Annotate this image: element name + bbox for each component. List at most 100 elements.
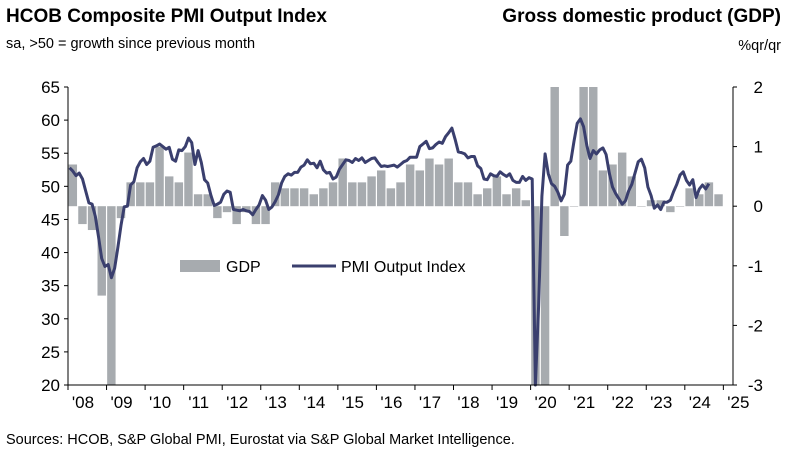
gdp-bar [646,200,656,207]
y-right-tick-label: -1 [748,257,763,276]
gdp-bar [280,188,290,207]
y-left-tick-label: 65 [41,78,60,97]
gdp-bar [203,194,212,207]
x-tick-label: '10 [149,393,171,412]
gdp-bar [675,206,685,207]
gdp-bar [425,158,434,207]
gdp-bar [328,182,338,207]
y-right-tick-label: -2 [748,316,763,335]
legend-pmi-label: PMI Output Index [341,259,466,276]
x-tick-label: '11 [188,393,209,412]
gdp-bars [68,87,723,385]
gdp-bar [589,87,598,207]
gdp-bar [309,194,318,207]
x-tick-label: '22 [612,393,634,412]
y-left-tick-label: 35 [41,277,60,296]
gdp-bar [299,188,309,207]
y-left-tick-label: 40 [41,244,60,263]
gdp-bar [415,170,424,207]
x-tick-label: '19 [496,393,518,412]
pmi-line-layer [68,117,711,387]
x-tick-label: '25 [727,393,749,412]
legend-gdp-swatch [180,260,220,272]
x-tick-label: '23 [650,393,672,412]
y-left-tick-label: 50 [41,177,60,196]
gdp-bar [444,158,453,207]
gdp-bar [598,170,608,207]
chart-subtitle: sa, >50 = growth since previous month [6,36,256,52]
gdp-bar [386,188,396,207]
gdp-bar [502,194,511,207]
gdp-bar [107,206,116,385]
gdp-bar [550,87,559,207]
x-tick-label: '08 [72,393,94,412]
y-left-tick-label: 55 [41,144,60,163]
x-tick-label: '20 [535,393,557,412]
legend: GDP PMI Output Index [180,259,466,276]
source-note: Sources: HCOB, S&P Global PMI, Eurostat … [6,432,515,448]
y-right-tick-label: 1 [754,138,763,157]
gdp-bar [560,206,569,236]
gdp-bar [627,176,637,207]
x-tick-label: '13 [265,393,287,412]
gdp-bar [540,206,550,385]
gdp-bar [617,152,627,207]
gdp-bar [685,188,694,207]
right-axis-unit: %qr/qr [738,38,781,54]
gdp-bar [155,146,164,207]
x-tick-label: '14 [303,393,325,412]
axes: 65 60 55 50 45 40 35 30 25 20 2 1 0 -1 -2 -3 '08 '09 '10 '1… [41,78,763,412]
x-tick-label: '12 [226,393,248,412]
gdp-bar [68,164,78,207]
gdp-bar [87,206,97,231]
legend-gdp-label: GDP [226,259,261,276]
gdp-bar [270,182,280,207]
gdp-bar [136,182,145,207]
gdp-bar [222,206,232,213]
x-tick-label: '09 [110,393,132,412]
gdp-bar [579,87,588,207]
gdp-bar [213,206,222,219]
gdp-bar [357,182,367,207]
x-tick-label: '21 [573,393,595,412]
gdp-bar [184,152,193,207]
gdp-bar [483,188,492,207]
y-left-tick-label: 25 [41,343,60,362]
gdp-bar [261,206,270,225]
gdp-bar [704,182,714,207]
gdp-bar [714,194,723,207]
gdp-bar [521,200,531,207]
pmi-line [68,117,711,387]
gdp-bar [319,188,328,207]
gdp-bar [290,188,299,207]
x-tick-label: '17 [419,393,441,412]
gdp-bar [145,182,155,207]
y-left-tick-label: 20 [41,376,60,395]
y-left-tick-label: 60 [41,111,60,130]
gdp-bar [637,206,646,207]
y-left-tick-label: 30 [41,310,60,329]
gdp-bar [695,194,704,207]
chart-title-right: Gross domestic product (GDP) [502,6,781,27]
x-tick-label: '15 [342,393,364,412]
gdp-bar [492,176,502,207]
chart-title: HCOB Composite PMI Output Index [6,6,327,27]
x-tick-label: '16 [380,393,402,412]
gdp-bar [338,158,347,207]
gdp-bar [164,176,174,207]
y-right-tick-label: 0 [754,197,763,216]
gdp-bar [405,164,415,207]
y-right-tick-label: 2 [754,78,763,97]
gdp-bar [116,206,126,219]
gdp-bar [473,194,482,207]
gdp-bar [193,194,203,207]
gdp-bar [656,200,665,207]
y-left-tick-label: 45 [41,210,60,229]
x-tick-label: '18 [457,393,479,412]
gdp-bar [396,182,405,207]
y-right-tick-label: -3 [748,376,763,395]
gdp-bar [348,182,357,207]
gdp-bar [78,206,87,225]
x-tick-label: '24 [689,393,711,412]
